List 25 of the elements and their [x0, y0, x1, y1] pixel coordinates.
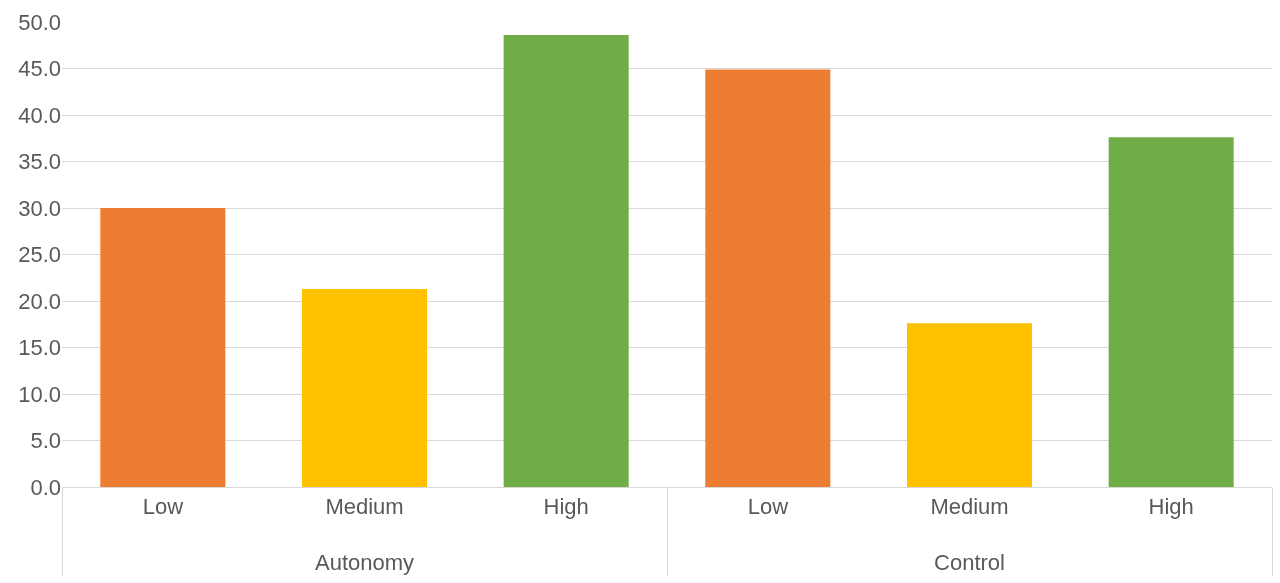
y-tick-label: 5.0: [30, 428, 61, 454]
y-tick-label: 0.0: [30, 474, 61, 500]
text: Control: [934, 550, 1005, 575]
y-tick-label: 35.0: [18, 149, 61, 175]
x-tick-label: Medium: [325, 494, 404, 520]
x-tick-label: High: [543, 494, 589, 520]
y-tick-label: 40.0: [18, 102, 61, 128]
x-tick-label: Medium: [930, 494, 1009, 520]
bar: [503, 35, 629, 487]
y-tick-label: 25.0: [18, 242, 61, 268]
bar: [301, 288, 428, 487]
y-tick-label: 20.0: [18, 288, 61, 314]
y-tick-label: 15.0: [18, 335, 61, 361]
y-tick-label: 50.0: [18, 9, 61, 35]
bar: [705, 69, 831, 487]
x-tick-label: High: [1148, 494, 1194, 520]
y-tick-label: 45.0: [18, 56, 61, 82]
bar: [100, 208, 226, 487]
bar: [906, 323, 1033, 487]
y-tick-label: 30.0: [18, 195, 61, 221]
y-tick-label: 10.0: [18, 381, 61, 407]
x-tick-label: Low: [747, 494, 789, 520]
text: Autonomy: [314, 550, 415, 575]
x-tick-label: Low: [142, 494, 184, 520]
bar: [1108, 137, 1234, 487]
